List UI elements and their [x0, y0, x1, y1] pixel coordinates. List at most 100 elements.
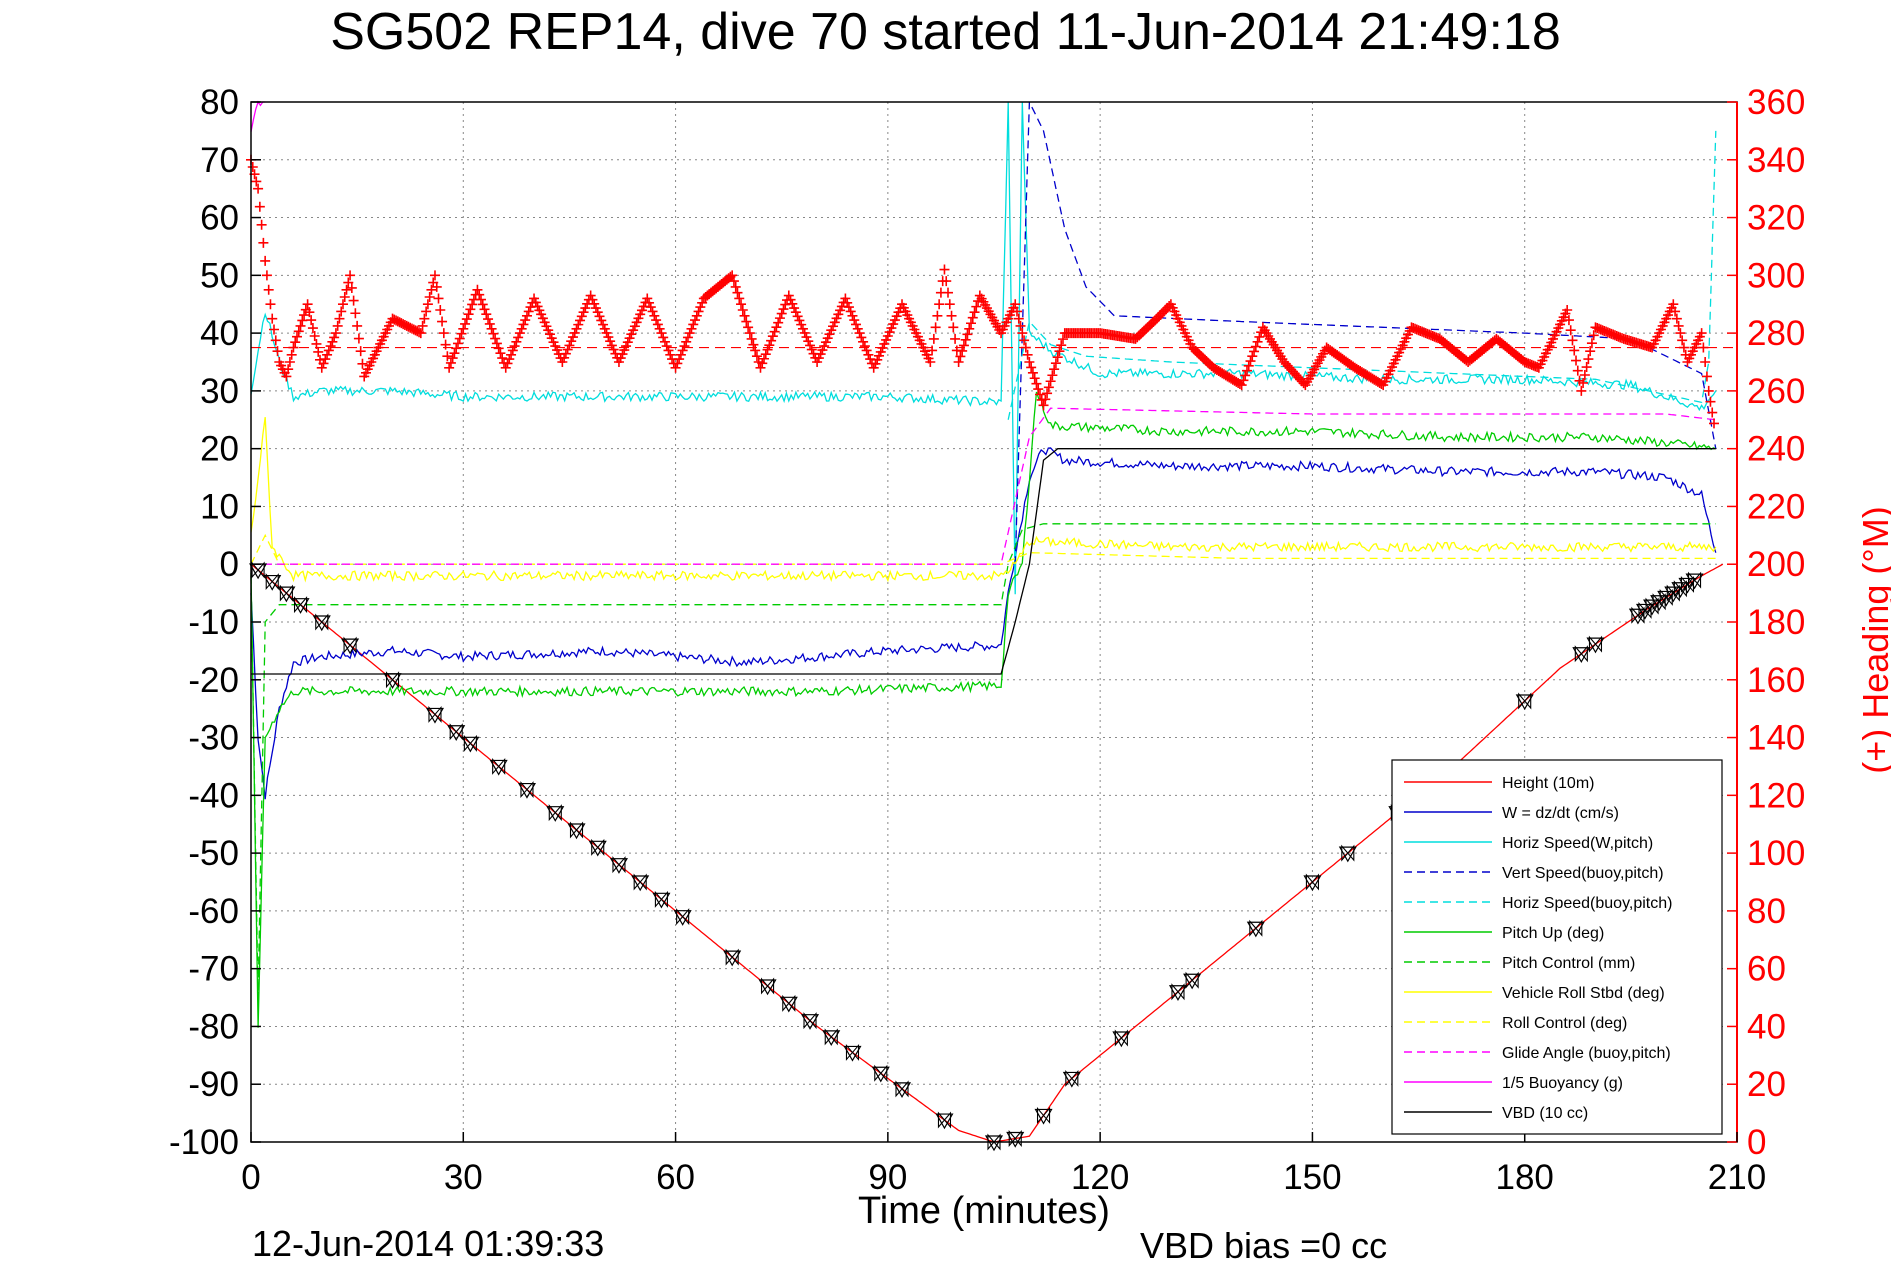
- heading-marker: [661, 341, 672, 352]
- right-tick-label: 280: [1747, 314, 1805, 353]
- heading-marker: [796, 319, 807, 330]
- right-tick-label: 240: [1747, 430, 1805, 469]
- heading-marker: [1040, 394, 1051, 405]
- heading-marker: [948, 322, 959, 333]
- heading-marker: [254, 201, 265, 212]
- hourglass-marker: [279, 584, 293, 602]
- heading-marker: [767, 331, 778, 342]
- heading-marker: [284, 357, 295, 367]
- heading-marker: [863, 349, 874, 360]
- heading-marker: [1700, 357, 1711, 367]
- heading-marker: [516, 323, 527, 334]
- series-line-horiz-speed-w-pitch-: [250, 101, 1717, 595]
- heading-marker: [746, 333, 757, 344]
- heading-marker: [559, 352, 570, 363]
- heading-marker: [856, 332, 867, 343]
- legend: Height (10m) W = dz/dt (cm/s) Horiz Speed(…: [1391, 759, 1723, 1135]
- heading-marker: [734, 293, 745, 304]
- heading-marker: [647, 306, 658, 317]
- heading-marker: [580, 303, 591, 314]
- heading-marker: [497, 353, 508, 364]
- series-line-pitch-up-deg-: [250, 391, 1717, 1028]
- hourglass-marker: [1249, 919, 1263, 937]
- hourglass-marker: [1065, 1069, 1079, 1087]
- heading-marker: [737, 305, 748, 315]
- heading-marker: [313, 346, 324, 357]
- heading-marker: [1572, 365, 1583, 376]
- heading-marker: [479, 304, 490, 315]
- hourglass-marker: [428, 705, 442, 723]
- heading-marker: [606, 340, 617, 351]
- heading-marker: [419, 313, 430, 324]
- legend-label: VBD (10 cc): [1502, 1105, 1588, 1122]
- heading-marker: [1585, 346, 1596, 357]
- heading-marker: [247, 162, 258, 172]
- heading-marker: [258, 237, 269, 248]
- heading-marker: [757, 358, 768, 369]
- heading-marker: [509, 341, 520, 352]
- hourglass-marker: [343, 636, 357, 654]
- heading-marker: [688, 319, 699, 330]
- heading-marker: [348, 295, 359, 306]
- hourglass-marker: [782, 994, 796, 1012]
- down-triangle-marker: [871, 1066, 890, 1083]
- heading-marker: [792, 311, 803, 322]
- heading-marker: [297, 315, 308, 326]
- heading-marker: [488, 328, 499, 339]
- hourglass-marker: [1518, 692, 1532, 710]
- series-line-roll-control-deg-: [250, 533, 1716, 565]
- heading-marker: [971, 301, 982, 312]
- heading-marker: [766, 335, 777, 346]
- heading-marker: [960, 334, 971, 345]
- heading-marker: [1052, 352, 1063, 363]
- heading-marker: [840, 293, 851, 304]
- heading-marker: [506, 349, 517, 360]
- down-triangle-marker: [277, 586, 296, 603]
- heading-marker: [437, 316, 448, 327]
- heading-marker: [592, 307, 603, 318]
- right-tick-label: 100: [1747, 834, 1805, 873]
- heading-marker: [472, 284, 483, 295]
- heading-marker: [1019, 335, 1030, 346]
- legend-label: 1/5 Buoyancy (g): [1502, 1075, 1623, 1092]
- heading-marker: [447, 353, 458, 364]
- heading-marker: [484, 318, 495, 329]
- left-tick-label: 80: [200, 83, 239, 122]
- legend-label: Height (10m): [1502, 775, 1594, 792]
- left-tick-label: -50: [188, 834, 239, 873]
- down-triangle-marker: [546, 806, 565, 822]
- heading-marker: [267, 313, 278, 324]
- heading-marker: [943, 287, 954, 298]
- left-tick-label: 0: [220, 545, 239, 584]
- heading-marker: [1241, 365, 1252, 376]
- heading-marker: [764, 340, 775, 351]
- series-line-vehicle-roll-stbd-deg-: [250, 417, 1717, 583]
- heading-marker: [571, 323, 582, 334]
- heading-marker: [1250, 341, 1261, 352]
- heading-marker: [736, 299, 747, 310]
- down-triangle-marker: [609, 858, 628, 874]
- heading-marker: [1243, 360, 1254, 371]
- heading-marker: [332, 320, 343, 331]
- heading-marker: [355, 346, 366, 357]
- left-axis-ticks: -100-90-80-70-60-50-40-30-20-10010203040…: [169, 83, 261, 1162]
- right-axis-ticks: 0 20 40 60 80 100 120 140 160 180 200 220 240 260 280 3…: [1727, 83, 1805, 1162]
- heading-marker: [778, 304, 789, 315]
- bottom-tick-label: 30: [444, 1158, 483, 1197]
- down-triangle-marker: [1515, 694, 1534, 711]
- heading-marker: [486, 323, 497, 334]
- heading-marker: [762, 344, 773, 355]
- heading-marker: [438, 328, 449, 339]
- x-axis-label: Time (minutes): [858, 1190, 1110, 1232]
- heading-marker: [755, 362, 766, 373]
- heading-marker: [295, 320, 306, 331]
- heading-marker: [1677, 335, 1688, 346]
- heading-marker: [1567, 335, 1578, 346]
- bottom-axis-ticks: 0 30 60 90 120 150 180 210: [241, 1132, 1766, 1197]
- heading-marker: [1562, 305, 1573, 315]
- heading-marker: [799, 327, 810, 338]
- heading-marker: [320, 354, 331, 365]
- heading-marker: [672, 358, 683, 369]
- legend-label: Vehicle Roll Stbd (deg): [1502, 985, 1665, 1002]
- heading-marker: [309, 331, 320, 341]
